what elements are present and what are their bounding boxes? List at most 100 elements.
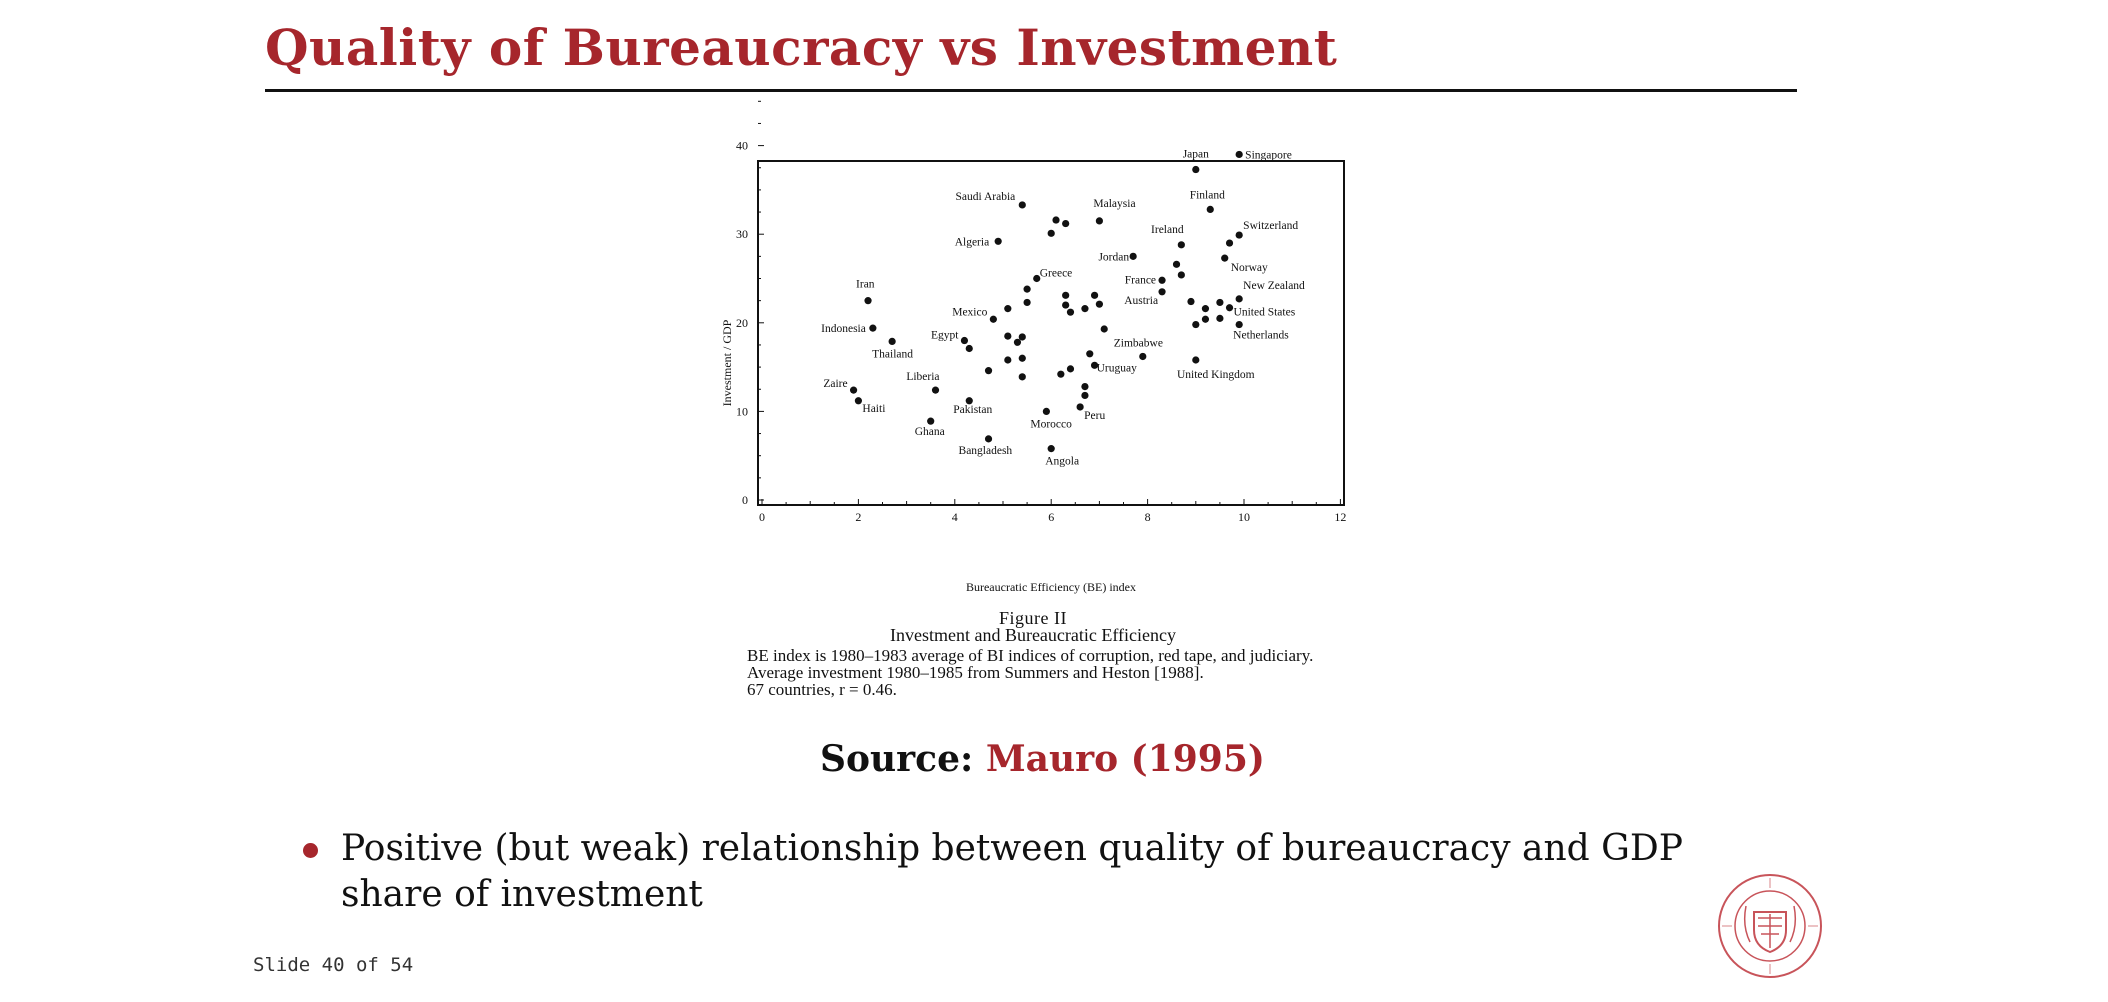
point-label: Ireland <box>1151 224 1184 236</box>
point-singapore <box>1235 150 1243 159</box>
point <box>1004 332 1012 340</box>
point <box>1013 338 1022 346</box>
point <box>1023 285 1031 293</box>
point-label: Japan <box>1183 149 1209 161</box>
y-axis-label: Investment / GDP <box>720 319 734 406</box>
axis-tick-labels: 0 2 4 6 8 10 12 0 10 20 30 40 <box>736 139 1346 524</box>
point <box>1201 315 1210 323</box>
point <box>1216 298 1224 307</box>
y-tick-label: 20 <box>736 316 748 330</box>
x-tick-label: 6 <box>1048 510 1054 524</box>
point-morocco <box>1042 407 1050 415</box>
point-angola <box>1047 445 1055 453</box>
bullet-dot-icon <box>303 843 318 858</box>
point-label: Haiti <box>862 403 885 415</box>
point <box>1100 325 1108 333</box>
x-tick-label: 4 <box>952 510 958 524</box>
point-ghana <box>927 417 935 425</box>
point <box>1018 333 1026 341</box>
point <box>1018 354 1026 362</box>
point-mexico <box>989 315 997 323</box>
title-divider <box>265 89 1797 92</box>
x-axis-label: Bureaucratic Efficiency (BE) index <box>966 580 1136 594</box>
point <box>1081 305 1089 313</box>
point-iran <box>864 297 872 305</box>
point <box>1192 320 1200 329</box>
x-tick-label: 0 <box>759 510 765 524</box>
point-label: Austria <box>1124 295 1158 307</box>
point-saudi-arabia <box>1018 201 1026 209</box>
point-indonesia <box>869 324 877 332</box>
point-finland <box>1206 205 1214 213</box>
point-uruguay <box>1090 361 1099 369</box>
point <box>984 367 993 375</box>
point <box>1062 301 1070 309</box>
point-label: Angola <box>1045 456 1079 468</box>
point <box>965 344 973 353</box>
point <box>1018 373 1026 381</box>
point-label: Egypt <box>931 330 959 342</box>
point-label: Norway <box>1231 262 1268 274</box>
point <box>1090 291 1099 299</box>
point-japan <box>1192 165 1200 174</box>
point-label: France <box>1125 274 1156 286</box>
point-malaysia <box>1095 217 1103 225</box>
point <box>1062 219 1070 228</box>
point <box>1201 305 1210 313</box>
x-tick-label: 2 <box>855 510 861 524</box>
point-label: Zimbabwe <box>1114 337 1163 349</box>
point-label: United Kingdom <box>1177 369 1255 381</box>
source-reference: Mauro (1995) <box>985 738 1265 780</box>
point-label: Bangladesh <box>959 445 1013 457</box>
point <box>1023 298 1031 307</box>
point-switzerland <box>1235 231 1243 239</box>
point-label: Mexico <box>952 306 987 318</box>
x-tick-label: 12 <box>1334 510 1346 524</box>
point-label: Pakistan <box>953 404 992 416</box>
point-jordan <box>1129 252 1137 260</box>
point-label: Saudi Arabia <box>956 191 1016 203</box>
point-label: Finland <box>1190 189 1225 201</box>
point <box>1187 297 1195 306</box>
point-label: Morocco <box>1030 418 1072 430</box>
point <box>1081 391 1089 400</box>
point-new-zealand <box>1235 295 1243 303</box>
caption-note-2: Average investment 1980–1985 from Summer… <box>747 663 1204 682</box>
point-haiti <box>854 397 862 405</box>
point-label: Switzerland <box>1243 220 1298 232</box>
data-points <box>849 150 1243 453</box>
point-greece <box>1033 274 1041 283</box>
point-pakistan <box>965 397 973 405</box>
y-tick-label: 40 <box>736 139 748 153</box>
point-label: Uruguay <box>1097 362 1137 374</box>
point-liberia <box>931 386 940 394</box>
point-label: Ghana <box>915 426 945 438</box>
source-label: Source: <box>820 738 974 780</box>
point-label: Zaire <box>823 378 847 390</box>
point-ireland <box>1177 241 1185 249</box>
point-label: Indonesia <box>821 323 866 335</box>
point <box>1081 382 1089 391</box>
point-peru <box>1076 403 1084 411</box>
point <box>1086 350 1094 358</box>
point <box>1177 271 1185 279</box>
point-bangladesh <box>984 435 993 443</box>
point-label: Liberia <box>906 371 939 383</box>
point <box>1052 216 1060 224</box>
point-zimbabwe <box>1139 352 1147 361</box>
y-tick-label: 30 <box>736 227 748 241</box>
figure-number: Figure II <box>999 608 1067 628</box>
figure-caption: Figure II Investment and Bureaucratic Ef… <box>713 608 1353 699</box>
caption-note-1: BE index is 1980–1983 average of BI indi… <box>747 646 1314 665</box>
slide-title: Quality of Bureaucracy vs Investment <box>265 18 1338 77</box>
axis-ticks <box>758 100 1341 505</box>
point-label: Malaysia <box>1093 198 1135 210</box>
slide-number: Slide 40 of 54 <box>253 954 414 976</box>
point-norway <box>1221 254 1229 262</box>
caption-note-3: 67 countries, r = 0.46. <box>747 680 897 699</box>
point <box>1172 260 1181 268</box>
point-algeria <box>994 237 1002 245</box>
point-label: Peru <box>1084 410 1105 422</box>
point-france <box>1158 276 1166 284</box>
x-tick-label: 8 <box>1145 510 1151 524</box>
